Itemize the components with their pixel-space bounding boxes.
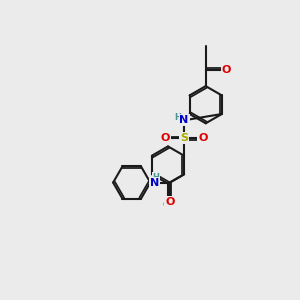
Text: H: H <box>152 173 159 182</box>
Text: O: O <box>221 64 231 75</box>
Text: O: O <box>198 133 208 143</box>
Text: N: N <box>179 115 189 125</box>
Text: Cl: Cl <box>162 200 174 210</box>
Text: H: H <box>174 113 181 122</box>
Text: O: O <box>165 197 175 207</box>
Text: O: O <box>160 133 170 143</box>
Text: N: N <box>150 178 159 188</box>
Text: S: S <box>180 133 188 143</box>
